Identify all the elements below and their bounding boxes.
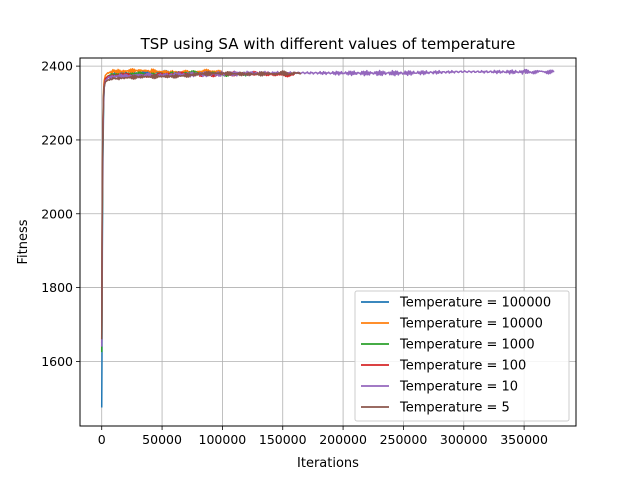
legend-label: Temperature = 1000 xyxy=(399,338,535,353)
x-axis-ticks: 0 50000 100000 150000 200000 250000 300000 3500… xyxy=(98,426,548,447)
legend-box xyxy=(354,290,570,422)
grid-lines xyxy=(80,58,576,426)
x-tick-label: 350000 xyxy=(500,432,548,447)
series-line xyxy=(100,70,302,340)
y-axis-ticks: 1600 1800 2000 2200 2400 xyxy=(41,59,80,369)
series-line xyxy=(100,68,223,351)
legend-label: Temperature = 100 xyxy=(399,359,526,374)
x-tick-label: 200000 xyxy=(319,432,367,447)
x-tick-label: 150000 xyxy=(259,432,307,447)
legend-label: Temperature = 5 xyxy=(399,401,510,416)
legend-label: Temperature = 100000 xyxy=(399,296,551,311)
legend: Temperature = 100000 Temperature = 10000 T… xyxy=(354,290,570,422)
plot-frame xyxy=(79,57,577,427)
plot-lines xyxy=(100,68,555,408)
x-tick-label: 50000 xyxy=(142,432,182,447)
x-tick-label: 250000 xyxy=(380,432,428,447)
x-tick-label: 0 xyxy=(98,432,106,447)
chart-title: TSP using SA with different values of te… xyxy=(140,35,516,53)
x-axis-label: Iterations xyxy=(297,456,359,471)
y-axis-label: Fitness xyxy=(16,219,31,264)
y-tick-label: 1600 xyxy=(41,354,73,369)
legend-label: Temperature = 10000 xyxy=(399,317,543,332)
y-tick-label: 2200 xyxy=(41,132,73,147)
y-tick-label: 2400 xyxy=(41,59,73,74)
x-tick-label: 300000 xyxy=(440,432,488,447)
x-tick-label: 100000 xyxy=(199,432,247,447)
y-tick-label: 2000 xyxy=(41,206,73,221)
y-tick-label: 1800 xyxy=(41,280,73,295)
legend-label: Temperature = 10 xyxy=(399,380,518,395)
